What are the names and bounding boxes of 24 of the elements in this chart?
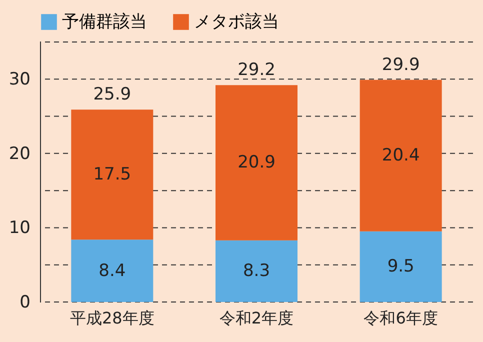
total-label: 29.2 [238,60,276,80]
bar [360,231,442,302]
data-label: 17.5 [93,164,132,185]
x-tick-label: 令和6年度 [364,308,438,328]
legend-label: 予備群該当 [62,12,147,32]
y-tick-label: 20 [8,144,30,164]
bar [360,80,442,232]
data-label: 20.9 [238,152,276,173]
data-label: 20.4 [382,146,420,166]
x-tick-label: 平成28年度 [70,308,154,328]
y-tick-label: 30 [8,70,30,90]
y-tick-label: 10 [8,218,30,238]
x-tick-label: 令和2年度 [219,308,294,328]
data-label: 8.3 [242,261,270,282]
bar [71,110,154,240]
total-label: 29.9 [382,54,420,75]
data-label: 9.5 [387,256,414,277]
bar [71,240,154,302]
total-label: 25.9 [93,84,132,105]
y-tick-label: 0 [20,292,30,312]
data-label: 8.4 [98,260,126,281]
legend-label: メタボ該当 [194,12,279,32]
bar [216,240,298,302]
bar [216,85,298,240]
